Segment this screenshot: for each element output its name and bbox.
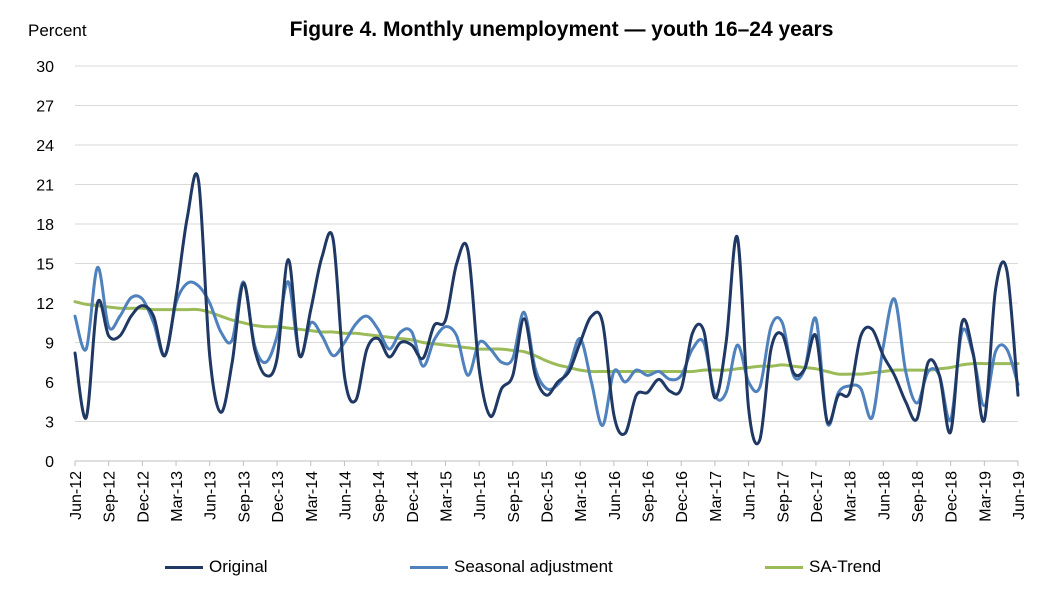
x-tick-label: Jun-13 <box>203 471 220 520</box>
series-line-sa-trend <box>73 300 1020 376</box>
x-tick-label: Dec-18 <box>944 471 961 523</box>
y-tick-label: 18 <box>36 217 54 234</box>
x-tick-label: Mar-16 <box>573 471 590 522</box>
legend-label-sa-trend: SA-Trend <box>809 557 882 576</box>
x-tick-label: Dec-13 <box>270 471 287 523</box>
x-tick-label: Dec-12 <box>135 471 152 523</box>
x-tick-label: Sep-16 <box>641 471 658 523</box>
x-tick-label: Sep-18 <box>910 471 927 523</box>
x-tick-label: Dec-17 <box>809 471 826 523</box>
x-tick-label: Mar-13 <box>169 471 186 522</box>
y-tick-label: 12 <box>36 296 54 313</box>
legend-item-sa-trend: SA-Trend <box>765 557 881 577</box>
gridlines <box>75 65 1018 422</box>
x-tick-label: Sep-12 <box>102 471 119 523</box>
x-tick-label: Jun-17 <box>742 471 759 520</box>
x-tick-label: Jun-14 <box>337 471 354 520</box>
series-lines <box>73 172 1020 446</box>
x-tick-label: Sep-13 <box>236 471 253 523</box>
series-line-seasonal-adjustment <box>73 265 1020 427</box>
x-tick-label: Jun-18 <box>876 471 893 520</box>
legend-item-seasonal-adjustment: Seasonal adjustment <box>410 557 613 577</box>
y-tick-label: 21 <box>36 178 54 195</box>
x-tick-label: Mar-14 <box>304 471 321 522</box>
y-axis-unit-label: Percent <box>28 21 87 40</box>
y-tick-label: 6 <box>45 375 54 392</box>
x-tick-label: Dec-16 <box>674 471 691 523</box>
y-tick-label: 15 <box>36 257 54 274</box>
legend-label-original: Original <box>209 557 268 576</box>
x-tick-label: Jun-12 <box>68 471 85 520</box>
legend-swatch-sa-trend <box>765 565 803 569</box>
x-tick-label: Mar-19 <box>977 471 994 522</box>
series-line-original <box>73 172 1020 446</box>
x-axis-ticks: Jun-12 Sep-12 Dec-12 Mar-13 Jun-13 Sep-13 Dec-… <box>68 461 1028 523</box>
x-tick-label: Jun-16 <box>607 471 624 520</box>
y-tick-label: 3 <box>45 415 54 432</box>
y-axis-ticks: 0 3 6 9 12 15 18 21 24 27 30 <box>36 59 54 471</box>
legend-swatch-seasonal-adjustment <box>410 565 448 569</box>
y-tick-label: 24 <box>36 138 54 155</box>
y-tick-label: 27 <box>36 99 54 116</box>
y-tick-label: 0 <box>45 454 54 471</box>
chart-title: Figure 4. Monthly unemployment — youth 1… <box>289 18 834 41</box>
x-tick-label: Mar-18 <box>843 471 860 522</box>
x-tick-label: Sep-15 <box>506 471 523 523</box>
x-tick-label: Sep-14 <box>371 471 388 523</box>
y-tick-label: 30 <box>36 59 54 76</box>
x-tick-label: Jun-19 <box>1011 471 1028 520</box>
legend-label-seasonal-adjustment: Seasonal adjustment <box>454 557 613 576</box>
x-tick-label: Sep-17 <box>775 471 792 523</box>
x-tick-label: Dec-14 <box>405 471 422 523</box>
x-tick-label: Mar-15 <box>438 471 455 522</box>
x-tick-label: Jun-15 <box>472 471 489 520</box>
legend-item-original: Original <box>165 557 268 577</box>
y-tick-label: 9 <box>45 336 54 353</box>
x-tick-label: Dec-15 <box>540 471 557 523</box>
x-tick-label: Mar-17 <box>708 471 725 522</box>
legend-swatch-original <box>165 565 203 569</box>
